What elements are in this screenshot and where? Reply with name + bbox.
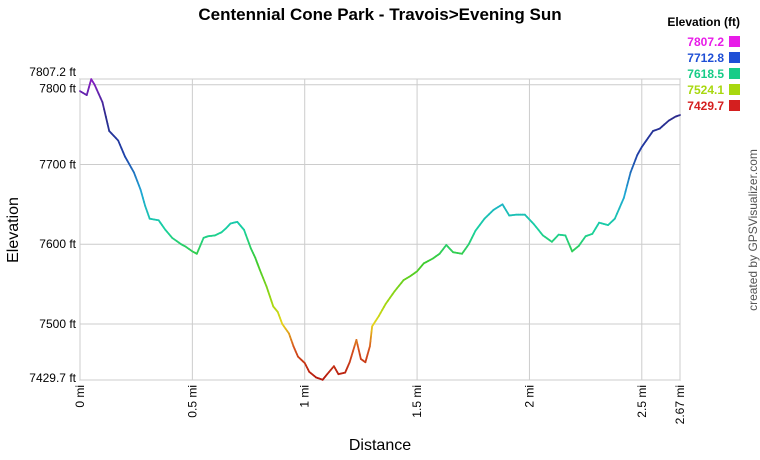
profile-segment bbox=[616, 207, 621, 215]
profile-segment bbox=[624, 184, 629, 193]
y-tick-label: 7807.2 ft bbox=[29, 65, 76, 79]
profile-segment bbox=[103, 108, 107, 118]
legend-value: 7524.1 bbox=[687, 83, 724, 97]
legend-title: Elevation (ft) bbox=[667, 15, 740, 29]
profile-segment bbox=[613, 212, 618, 220]
y-tick-label: 7500 ft bbox=[39, 317, 76, 331]
profile-segment bbox=[104, 115, 109, 125]
x-tick-label: 0 mi bbox=[73, 385, 87, 408]
x-axis-ticks: 0 mi 0.5 mi 1 mi 1.5 mi 2 mi 2.5 mi 2.67 mi bbox=[73, 385, 687, 424]
x-tick-label: 2.5 mi bbox=[635, 385, 649, 418]
y-axis-title: Elevation bbox=[5, 197, 22, 263]
legend-value: 7807.2 bbox=[687, 35, 724, 49]
y-tick-label: 7800 ft bbox=[39, 82, 76, 96]
legend: 7807.2 7712.8 7618.5 7524.1 7429.7 bbox=[687, 35, 740, 113]
profile-segment bbox=[106, 122, 111, 132]
profile-segment bbox=[618, 202, 623, 210]
profile-segment bbox=[352, 344, 356, 352]
profile-segment bbox=[627, 171, 632, 180]
profile-segment bbox=[101, 101, 106, 111]
profile-segment bbox=[626, 177, 630, 187]
y-axis-ticks: 7429.7 ft 7500 ft 7600 ft 7700 ft 7800 ft 780… bbox=[29, 65, 76, 385]
legend-swatch bbox=[729, 52, 740, 63]
profile-segment bbox=[622, 190, 627, 199]
x-tick-label: 0.5 mi bbox=[185, 385, 199, 418]
credit-text: created by GPSVisualizer.com bbox=[746, 149, 760, 311]
chart-title: Centennial Cone Park - Travois>Evening S… bbox=[198, 5, 561, 24]
y-tick-label: 7700 ft bbox=[39, 157, 76, 171]
legend-swatch bbox=[729, 68, 740, 79]
profile-segment bbox=[620, 197, 625, 205]
profile-segment bbox=[348, 355, 353, 364]
profile-segment bbox=[350, 350, 354, 358]
x-tick-label: 2.67 mi bbox=[673, 385, 687, 424]
x-tick-label: 2 mi bbox=[522, 385, 536, 408]
x-axis-title: Distance bbox=[349, 437, 411, 454]
x-tick-label: 1.5 mi bbox=[410, 385, 424, 418]
legend-swatch bbox=[729, 36, 740, 47]
legend-value: 7618.5 bbox=[687, 67, 724, 81]
elevation-profile-line bbox=[79, 78, 681, 381]
plot-area bbox=[79, 78, 681, 381]
x-tick-label: 1 mi bbox=[298, 385, 312, 408]
legend-value: 7429.7 bbox=[687, 99, 724, 113]
legend-swatch bbox=[729, 84, 740, 95]
legend-value: 7712.8 bbox=[687, 51, 724, 65]
legend-swatch bbox=[729, 100, 740, 111]
y-tick-label: 7600 ft bbox=[39, 237, 76, 251]
y-tick-label: 7429.7 ft bbox=[29, 371, 76, 385]
